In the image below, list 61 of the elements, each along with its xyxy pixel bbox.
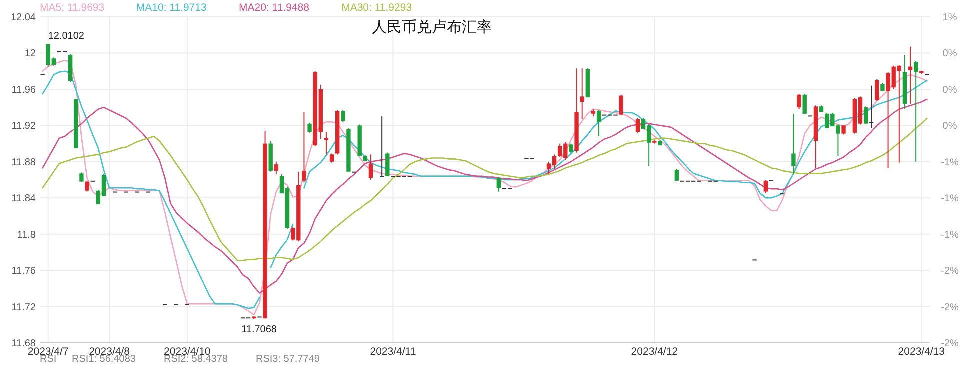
line-series — [42, 118, 928, 262]
text: RSI3: 57.7749 — [256, 354, 320, 365]
candlestick — [875, 78, 880, 102]
candlestick — [341, 110, 346, 123]
x-tick-label: 2023/4/11 — [370, 346, 416, 358]
candlestick — [308, 122, 312, 134]
y2-tick-label: -2% — [941, 266, 959, 278]
text: RSI1: 56.4083 — [72, 354, 136, 365]
y2-tick-label: 0% — [942, 121, 958, 132]
y-tick-label: 12.04 — [10, 12, 36, 24]
candlestick — [619, 94, 624, 116]
candlestick — [864, 106, 868, 124]
candlestick — [330, 153, 334, 164]
y2-tick-label: 0% — [942, 48, 958, 60]
y2-tick-label: -1% — [941, 194, 959, 205]
y2-tick-label: 1% — [942, 12, 958, 24]
candlestick — [797, 93, 802, 110]
candlestick — [636, 118, 640, 134]
y-tick-label: 11.92 — [12, 121, 36, 132]
y-tick-label: 12 — [24, 48, 36, 60]
x-tick-label: 2023/4/13 — [898, 346, 946, 358]
candlestick — [274, 161, 278, 176]
candlestick — [302, 112, 306, 184]
y-tick-label: 11.96 — [12, 84, 36, 96]
text: MA20: 11.9488 — [239, 2, 310, 14]
y2-tick-label: 0% — [942, 84, 958, 96]
candlestick — [368, 154, 374, 180]
y-tick-label: 11.76 — [12, 266, 36, 278]
candlestick — [596, 110, 602, 138]
candlestick — [870, 85, 874, 129]
candlestick — [85, 180, 90, 192]
y-tick-label: 11.84 — [12, 194, 36, 205]
text: 12.0102 — [48, 30, 84, 42]
text: MA10: 11.9713 — [136, 2, 207, 14]
candlestick — [496, 176, 501, 192]
candlestick — [908, 46, 913, 104]
y2-tick-label: -1% — [941, 157, 959, 168]
candlestick — [792, 113, 796, 176]
candlestick — [569, 143, 574, 154]
candlestick — [914, 60, 918, 162]
candlestick — [764, 180, 768, 194]
text: RSI — [40, 354, 57, 365]
y-tick-label: 11.88 — [12, 157, 36, 168]
line-series — [42, 98, 928, 294]
text: MA5: 11.9693 — [40, 2, 105, 14]
y2-tick-label: -1% — [941, 230, 959, 241]
text: MA30: 11.9293 — [342, 2, 412, 14]
candlestick — [80, 172, 84, 182]
chart-title: 人民币兑卢布汇率 — [372, 19, 492, 36]
y-tick-label: 11.8 — [17, 230, 36, 241]
x-tick-label: 2023/4/12 — [631, 346, 678, 358]
candlestick — [802, 93, 807, 114]
y2-tick-label: -2% — [941, 302, 959, 314]
text: RSI2: 58.4378 — [164, 354, 228, 365]
candlestick — [580, 68, 584, 120]
candlestick — [386, 152, 390, 177]
candlestick — [842, 125, 846, 136]
y-tick-label: 11.72 — [12, 302, 36, 314]
text: 11.7068 — [242, 324, 277, 336]
candlestick — [674, 168, 679, 182]
candlestick — [380, 116, 384, 178]
